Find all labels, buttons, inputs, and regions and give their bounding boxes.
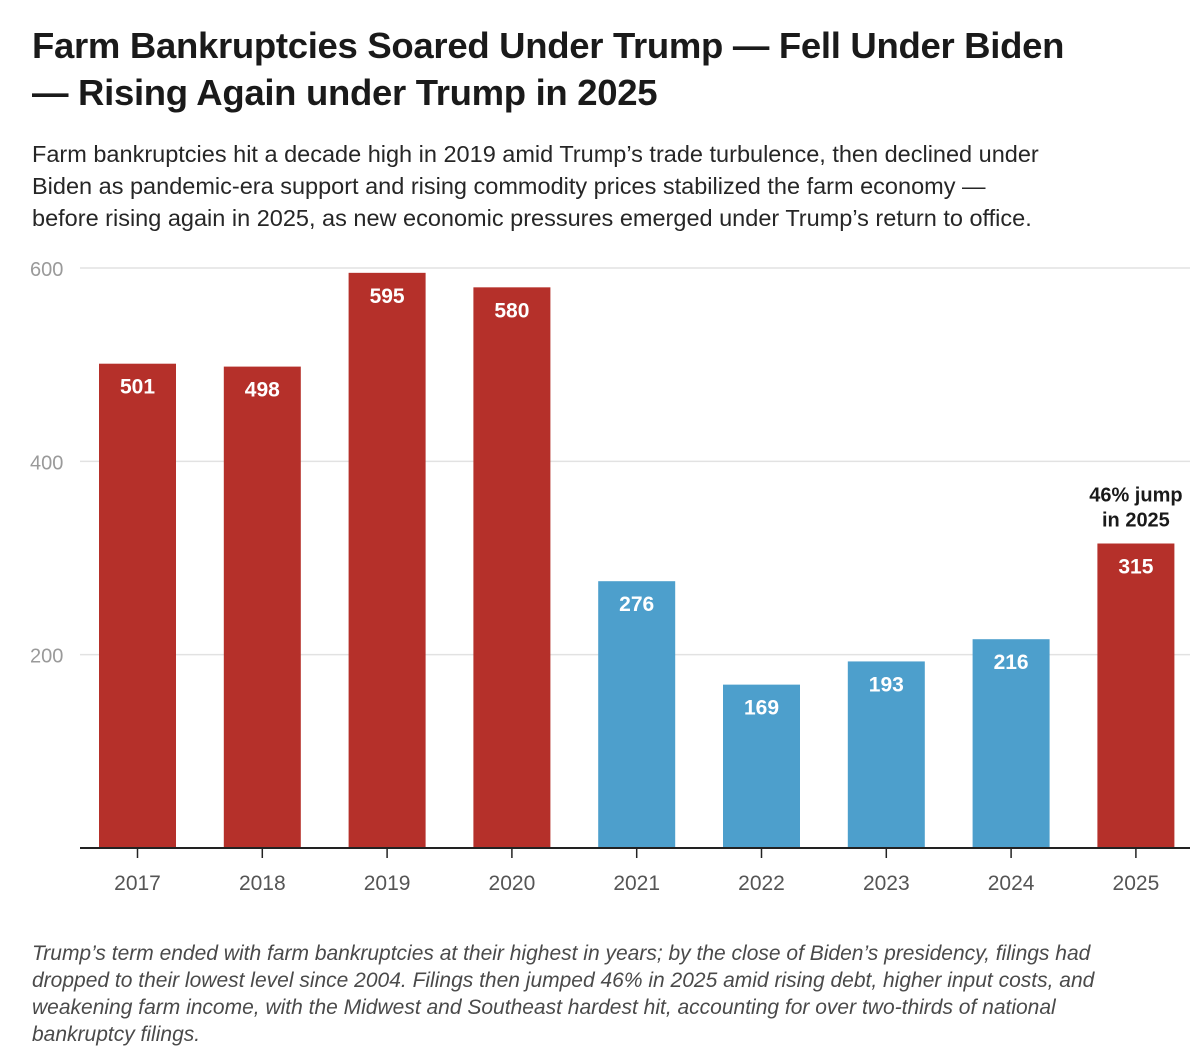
x-tick-label-2020: 2020 [489, 872, 536, 895]
footnote-line-4: bankruptcy filings. [32, 1023, 201, 1046]
annotation-line-2: in 2025 [1102, 510, 1170, 532]
bar-2025 [1097, 543, 1175, 848]
x-tick-label-2021: 2021 [613, 872, 660, 895]
y-tick-label-200: 200 [30, 646, 63, 668]
bar-2024 [972, 639, 1050, 848]
x-tick-label-2022: 2022 [738, 872, 785, 895]
bar-chart-svg: 200 400 600 501 2017 498 2018 595 2019 580 2020 276… [30, 259, 1190, 895]
bar-value-label-2018: 498 [245, 379, 280, 402]
bar-value-label-2020: 580 [494, 299, 529, 322]
x-tick-label-2024: 2024 [988, 872, 1035, 895]
subtitle-line-1: Farm bankruptcies hit a decade high in 2… [32, 141, 1039, 167]
bar-chart: 200 400 600 501 2017 498 2018 595 2019 580 2020 276… [0, 250, 1200, 910]
bar-value-label-2023: 193 [869, 673, 904, 696]
bar-2019 [348, 272, 426, 848]
footnote-line-3: weakening farm income, with the Midwest … [32, 996, 1056, 1019]
x-tick-label-2025: 2025 [1113, 872, 1160, 895]
chart-title: Farm Bankruptcies Soared Under Trump — F… [32, 22, 1182, 116]
subtitle-line-2: Biden as pandemic-era support and rising… [32, 173, 986, 199]
x-tick-label-2019: 2019 [364, 872, 411, 895]
chart-title-line-2: — Rising Again under Trump in 2025 [32, 72, 658, 113]
chart-footnote: Trump’s term ended with farm bankruptcie… [32, 940, 1192, 1048]
x-tick-label-2017: 2017 [114, 872, 161, 895]
footnote-line-2: dropped to their lowest level since 2004… [32, 969, 1095, 992]
annotation-2025: 46% jump in 2025 [1089, 485, 1182, 532]
bar-value-label-2024: 216 [994, 651, 1029, 674]
bar-2023 [847, 661, 925, 848]
chart-subtitle: Farm bankruptcies hit a decade high in 2… [32, 138, 1192, 234]
footnote-line-1: Trump’s term ended with farm bankruptcie… [32, 942, 1091, 965]
bar-value-label-2022: 169 [744, 697, 779, 720]
bar-value-label-2019: 595 [370, 285, 405, 308]
bar-2018 [223, 366, 301, 848]
subtitle-line-3: before rising again in 2025, as new econ… [32, 205, 1032, 231]
bar-2020 [473, 287, 551, 848]
bar-value-label-2021: 276 [619, 593, 654, 616]
y-tick-label-400: 400 [30, 452, 63, 474]
bar-value-label-2017: 501 [120, 376, 155, 399]
x-tick-label-2018: 2018 [239, 872, 286, 895]
y-tick-label-600: 600 [30, 259, 63, 281]
x-tick-label-2023: 2023 [863, 872, 910, 895]
bar-2021 [598, 581, 676, 848]
chart-title-line-1: Farm Bankruptcies Soared Under Trump — F… [32, 25, 1065, 66]
bar-2022 [723, 684, 800, 848]
bar-2017 [99, 363, 176, 848]
bar-value-label-2025: 315 [1118, 556, 1153, 579]
annotation-line-1: 46% jump [1089, 485, 1182, 507]
